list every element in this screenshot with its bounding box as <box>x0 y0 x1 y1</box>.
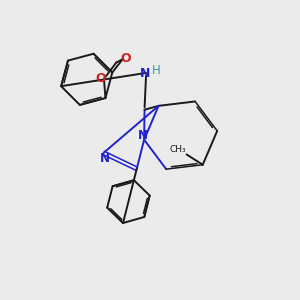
Text: CH₃: CH₃ <box>170 145 187 154</box>
Text: N: N <box>140 67 151 80</box>
Text: H: H <box>152 64 161 77</box>
Text: O: O <box>121 52 131 65</box>
Text: N: N <box>99 152 110 165</box>
Text: O: O <box>95 72 106 85</box>
Text: N: N <box>138 129 148 142</box>
